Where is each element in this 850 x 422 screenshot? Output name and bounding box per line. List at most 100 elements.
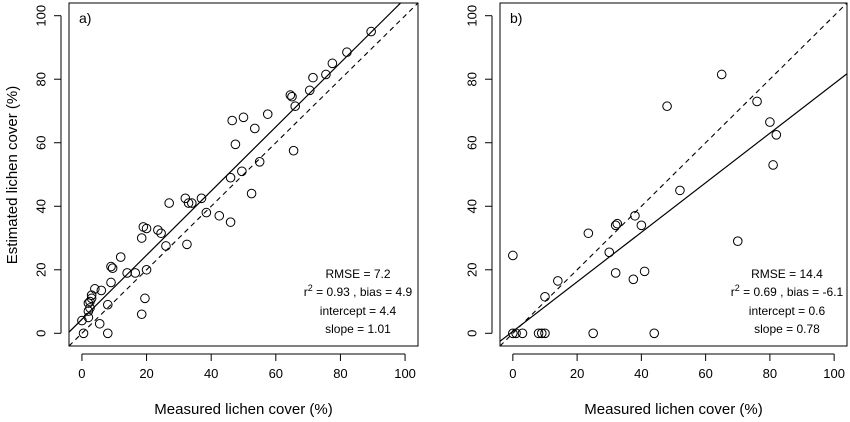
chart-0-data-point-12 [102,328,113,339]
chart-0-data-point-23 [136,233,147,243]
chart-0-data-point-0 [78,328,89,339]
chart-0-y-tick-label-0: 0 [33,330,48,337]
chart-1-y-tick-label-4: 80 [464,72,479,86]
chart-1-stat-r2-bias: r2 = 0.69 , bias = -6.1 [731,283,844,299]
chart-1-data-point-11 [604,247,615,258]
chart-1-data-point-4 [533,328,544,339]
chart-0-data-point-1 [77,315,87,326]
chart-0-data-point-11 [96,285,107,296]
chart-0-data-point-26 [153,225,163,235]
chart-0-data-point-35 [201,207,212,218]
chart-0-data-point-7 [83,298,94,308]
chart-1-data-point-21 [675,185,685,196]
chart-0-data-point-10 [94,318,105,329]
chart-1-y-tick-label-0: 0 [464,330,479,337]
chart-0-data-point-34 [196,193,207,204]
chart-0-x-tick-label-1: 20 [139,366,153,381]
chart-1-data-point-0 [508,250,518,261]
chart-0-data-point-15 [106,261,116,272]
chart-1-data-point-3 [517,328,528,339]
chart-1-stat-slope: slope = 0.78 [754,322,820,336]
chart-0-data-point-13 [102,299,113,310]
chart-0-x-axis-title: Measured lichen cover (%) [154,401,332,418]
chart-0-data-point-47 [285,90,296,100]
chart-0-data-point-43 [246,188,257,199]
chart-1-data-point-23 [732,236,743,246]
chart-0-data-point-54 [327,58,338,69]
chart-1-y-tick-label-2: 40 [464,199,479,213]
chart-0-data-point-9 [90,284,100,294]
chart-1-data-point-17 [636,220,647,231]
chart-0-data-point-51 [304,85,315,96]
chart-0-stat-rmse: RMSE = 7.2 [325,267,390,281]
chart-0-data-point-55 [342,47,352,58]
chart-0-data-point-49 [288,145,299,156]
chart-0-data-point-22 [141,264,152,275]
chart-1-identity-line [500,3,847,346]
chart-1-data-point-20 [662,101,672,112]
chart-1-x-tick-label-2: 40 [634,366,648,381]
chart-1-data-point-26 [768,160,778,170]
chart-0-data-point-16 [107,263,118,273]
chart-0-data-point-33 [182,239,192,250]
chart-0-data-point-32 [186,198,197,208]
chart-0-stat-slope: slope = 1.01 [325,322,391,336]
chart-1-data-point-6 [540,328,550,339]
chart-0-identity-line [69,3,418,346]
chart-0-data-point-18 [122,268,132,278]
chart-0-data-point-29 [164,198,174,208]
chart-0-data-point-56 [366,26,376,37]
chart-0-data-point-20 [136,309,147,320]
chart-1-data-point-13 [612,218,623,229]
chart-1-data-point-1 [508,328,518,339]
chart-0-data-point-38 [225,172,236,183]
chart-0-data-point-52 [308,72,318,83]
chart-0-x-tick-label-2: 40 [204,366,218,381]
chart-0-data-point-40 [230,139,241,150]
chart-0-data-point-30 [180,193,191,204]
chart-0-data-point-42 [238,112,249,123]
chart-1-x-tick-label-3: 60 [698,366,712,381]
chart-0-y-tick-label-4: 80 [33,72,48,86]
chart-1-data-point-22 [716,69,727,80]
chart-1-regression-line [500,73,847,342]
chart-0-data-point-53 [321,69,331,80]
chart-0-data-point-25 [141,223,152,234]
panel-a: 0 20 40 60 80 100 0 20 40 60 80 100 Measured lichen … [33,2,419,418]
chart-1-stat-rmse: RMSE = 14.4 [751,267,823,281]
chart-0-data-point-27 [156,228,166,239]
chart-0-y-tick-label-3: 60 [33,136,48,150]
chart-1-data-point-10 [588,328,598,339]
chart-0-data-point-46 [262,109,273,119]
chart-0-x-tick-label-5: 100 [394,366,416,381]
y-axis-title: Estimated lichen cover (%) [4,86,21,264]
chart-0-plot-frame [68,2,419,347]
chart-1-data-point-8 [553,276,563,286]
chart-0-y-tick-label-1: 20 [33,263,48,277]
chart-1-data-point-16 [630,210,640,221]
chart-1-x-axis-title: Measured lichen cover (%) [584,401,762,418]
chart-0-data-point-50 [290,101,301,112]
chart-1-x-tick-label-5: 100 [823,366,845,381]
chart-0-data-point-31 [183,198,194,208]
panel-b: 0 20 40 60 80 100 0 20 40 60 80 100 Measured lichen … [464,2,848,418]
chart-0-data-point-21 [140,293,150,304]
chart-0-regression-line [69,3,402,333]
chart-1-data-point-15 [628,274,639,285]
chart-1-data-point-7 [540,291,550,302]
chart-1-data-point-19 [649,328,660,339]
chart-0-data-point-2 [83,312,94,323]
chart-1-x-tick-label-0: 0 [509,366,516,381]
chart-0-x-tick-label-0: 0 [78,366,85,381]
chart-0-data-point-17 [115,252,126,262]
chart-1-data-point-2 [511,328,521,339]
chart-1-data-point-12 [610,220,621,231]
chart-0-data-point-19 [130,268,141,278]
chart-1-panel-label: b) [510,10,522,26]
chart-1-data-point-18 [639,266,650,277]
chart-0-stat-intercept: intercept = 4.4 [320,304,397,318]
chart-1-y-tick-label-1: 20 [464,263,479,277]
chart-0-data-point-41 [237,166,247,177]
chart-1-stat-intercept: intercept = 0.6 [749,304,826,318]
